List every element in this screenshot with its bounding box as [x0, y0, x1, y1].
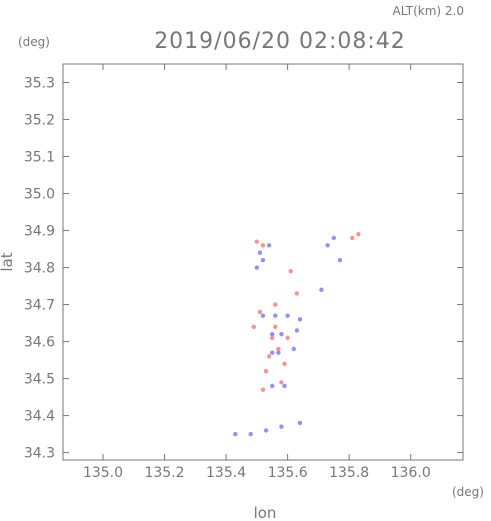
data-point — [254, 265, 260, 270]
data-point — [276, 346, 281, 352]
data-points — [233, 232, 361, 437]
data-point — [337, 257, 343, 263]
data-point — [294, 328, 300, 333]
x-tick-label: 135.4 — [206, 465, 246, 481]
y-unit-label: (deg) — [18, 35, 50, 49]
data-point — [260, 257, 266, 263]
x-axis: 135.0 135.2 135.4 135.6 135.8 136.0 — [83, 64, 431, 481]
data-point — [273, 313, 278, 318]
data-point — [319, 287, 324, 292]
data-point — [288, 269, 293, 274]
x-axis-title: lon — [254, 504, 277, 521]
y-tick-label: 34.9 — [24, 224, 55, 240]
y-tick-label: 35.2 — [24, 113, 55, 129]
data-point — [279, 331, 284, 337]
data-point — [251, 324, 256, 329]
y-tick-label: 34.8 — [24, 261, 55, 277]
y-tick-label: 35.0 — [24, 187, 55, 203]
data-point — [260, 243, 266, 248]
data-point — [260, 387, 266, 392]
data-point — [285, 335, 290, 341]
x-tick-label: 135.6 — [268, 465, 308, 481]
data-point — [279, 380, 284, 385]
data-point — [273, 302, 278, 307]
data-point — [276, 350, 281, 355]
x-tick-label: 135.8 — [329, 465, 369, 481]
data-point — [248, 431, 253, 437]
x-tick-label: 136.0 — [391, 465, 431, 481]
x-unit-label: (deg) — [452, 485, 484, 499]
data-point — [297, 420, 303, 426]
y-tick-label: 35.1 — [24, 150, 55, 166]
data-point — [266, 354, 272, 359]
y-tick-label: 35.3 — [24, 76, 55, 92]
data-point — [233, 431, 238, 437]
subtitle: ALT(km) 2.0 — [393, 4, 464, 18]
chart-title: 2019/06/20 02:08:42 — [154, 29, 406, 54]
data-point — [282, 361, 287, 366]
data-point — [331, 235, 336, 241]
data-point — [291, 346, 296, 352]
data-point — [356, 232, 361, 237]
y-axis-title: lat — [0, 252, 16, 271]
x-tick-label: 135.0 — [83, 465, 123, 481]
data-point — [257, 250, 263, 255]
data-point — [266, 243, 272, 248]
y-tick-label: 34.5 — [24, 372, 55, 388]
data-point — [350, 235, 355, 241]
y-tick-label: 34.7 — [24, 298, 55, 314]
data-point — [270, 383, 275, 389]
data-point — [263, 368, 269, 374]
data-point — [297, 317, 303, 322]
y-tick-label: 34.3 — [24, 446, 55, 462]
data-point — [282, 383, 287, 389]
x-tick-label: 135.2 — [144, 465, 184, 481]
data-point — [279, 424, 284, 429]
data-point — [270, 331, 275, 337]
data-point — [325, 243, 330, 248]
data-point — [273, 324, 278, 329]
data-point — [270, 335, 275, 341]
y-tick-label: 34.4 — [24, 409, 55, 425]
data-point — [257, 309, 263, 315]
plot-frame — [62, 63, 464, 461]
data-point — [270, 350, 275, 355]
y-axis: 34.3 34.4 34.5 34.6 34.7 34.8 34.9 35.0 35.1 35.2… — [24, 76, 463, 462]
y-tick-label: 34.6 — [24, 335, 55, 351]
data-point — [260, 313, 266, 318]
data-point — [285, 313, 290, 318]
data-point — [263, 428, 269, 433]
data-point — [294, 291, 300, 296]
data-point — [254, 239, 260, 244]
